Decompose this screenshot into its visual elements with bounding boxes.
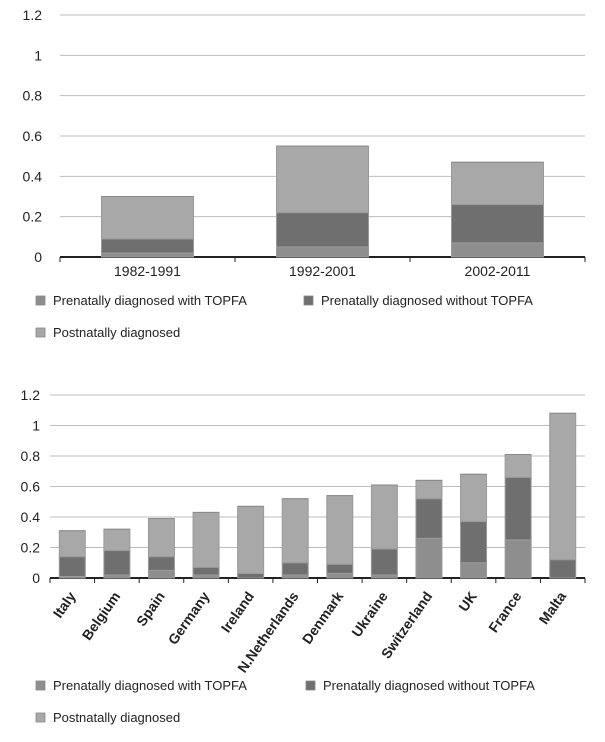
- y-tick-label: 0.6: [23, 128, 43, 144]
- x-tick-label: France: [485, 588, 525, 635]
- x-tick-label: Belgium: [79, 589, 124, 643]
- x-tick-label: UK: [455, 589, 480, 615]
- bar-prenatally-diagnosed-without-topfa-malta: [549, 559, 577, 579]
- y-tick-label: 0.8: [23, 88, 43, 104]
- y-tick-label: 1.2: [23, 7, 43, 23]
- bar-prenatally-diagnosed-without-topfa-n-netherlands: [281, 562, 309, 576]
- legend-swatch-prenatally-diagnosed-with-topfa: [35, 680, 46, 691]
- bar-prenatally-diagnosed-without-topfa-spain: [147, 556, 175, 571]
- bar-postnatally-diagnosed-denmark: [326, 495, 354, 565]
- bar-postnatally-diagnosed-1982-1991: [101, 196, 194, 240]
- bar-prenatally-diagnosed-without-topfa-1992-2001: [276, 212, 369, 248]
- bar-prenatally-diagnosed-with-topfa-spain: [147, 569, 175, 579]
- bar-prenatally-diagnosed-without-topfa-ireland: [237, 572, 265, 579]
- bar-postnatally-diagnosed-uk: [460, 473, 488, 523]
- legend-swatch-postnatally-diagnosed: [35, 712, 46, 723]
- bar-prenatally-diagnosed-with-topfa-1992-2001: [276, 246, 369, 258]
- bar-prenatally-diagnosed-without-topfa-germany: [192, 566, 220, 576]
- y-tick-label: 0.4: [21, 509, 41, 525]
- bar-prenatally-diagnosed-without-topfa-france: [504, 476, 532, 541]
- y-tick-label: 0.2: [21, 540, 41, 556]
- bar-postnatally-diagnosed-1992-2001: [276, 145, 369, 214]
- bar-postnatally-diagnosed-germany: [192, 511, 220, 568]
- bar-prenatally-diagnosed-with-topfa-france: [504, 539, 532, 579]
- bar-prenatally-diagnosed-without-topfa-belgium: [103, 550, 131, 576]
- x-tick-label: Ireland: [218, 589, 257, 636]
- legend-label-postnatally-diagnosed: Postnatally diagnosed: [53, 325, 180, 340]
- bar-postnatally-diagnosed-france: [504, 453, 532, 478]
- bar-prenatally-diagnosed-without-topfa-1982-1991: [101, 238, 194, 254]
- x-tick-label: Germany: [165, 588, 213, 647]
- bar-prenatally-diagnosed-without-topfa-ukraine: [370, 548, 398, 576]
- x-tick-label: Malta: [536, 588, 570, 627]
- chart-2: 0 0.2 0.4 0.6 0.8 1 1.2 Italy Belgium SpainGerman…: [21, 387, 586, 725]
- y-tick-label: 0.6: [21, 479, 41, 495]
- legend-label-prenatally-diagnosed-without-topfa: Prenatally diagnosed without TOPFA: [321, 293, 533, 308]
- x-tick-label: 1992-2001: [289, 263, 356, 279]
- y-tick-label: 0: [32, 570, 40, 586]
- x-tick-label: Spain: [133, 589, 168, 629]
- bar-prenatally-diagnosed-without-topfa-italy: [58, 556, 86, 577]
- bar-prenatally-diagnosed-with-topfa-2002-2011: [451, 242, 544, 258]
- bar-prenatally-diagnosed-with-topfa-switzerland: [415, 537, 443, 579]
- legend-label-prenatally-diagnosed-with-topfa: Prenatally diagnosed with TOPFA: [53, 678, 247, 693]
- y-tick-label: 0.2: [23, 209, 43, 225]
- x-tick-label: Italy: [50, 588, 79, 620]
- legend-swatch-prenatally-diagnosed-with-topfa: [35, 295, 46, 306]
- legend-swatch-prenatally-diagnosed-without-topfa: [305, 680, 316, 691]
- y-tick-label: 0.8: [21, 448, 41, 464]
- y-tick-label: 1: [34, 47, 42, 63]
- bar-postnatally-diagnosed-belgium: [103, 528, 131, 552]
- y-tick-label: 0.4: [23, 168, 43, 184]
- bar-prenatally-diagnosed-without-topfa-uk: [460, 521, 488, 564]
- x-tick-label: Ukraine: [348, 588, 391, 639]
- legend-label-prenatally-diagnosed-without-topfa: Prenatally diagnosed without TOPFA: [323, 678, 535, 693]
- x-tick-label: Denmark: [299, 588, 347, 646]
- y-tick-label: 0: [34, 249, 42, 265]
- bar-prenatally-diagnosed-with-topfa-denmark: [326, 572, 354, 579]
- bar-postnatally-diagnosed-ireland: [237, 505, 265, 574]
- bar-postnatally-diagnosed-n-netherlands: [281, 498, 309, 564]
- bar-postnatally-diagnosed-malta: [549, 412, 577, 561]
- bar-prenatally-diagnosed-without-topfa-switzerland: [415, 498, 443, 539]
- bar-postnatally-diagnosed-switzerland: [415, 479, 443, 500]
- bar-prenatally-diagnosed-with-topfa-1982-1991: [101, 252, 194, 258]
- bar-prenatally-diagnosed-with-topfa-uk: [460, 562, 488, 579]
- bar-postnatally-diagnosed-spain: [147, 518, 175, 558]
- chart-1: 0 0.2 0.4 0.6 0.8 1 1.2 1982-1991 1992-2001 2002-…: [23, 7, 586, 340]
- bar-prenatally-diagnosed-without-topfa-2002-2011: [451, 204, 544, 244]
- bar-postnatally-diagnosed-italy: [58, 530, 86, 558]
- legend-swatch-postnatally-diagnosed: [35, 327, 46, 338]
- legend-label-prenatally-diagnosed-with-topfa: Prenatally diagnosed with TOPFA: [53, 293, 247, 308]
- x-tick-label: 2002-2011: [465, 263, 531, 279]
- bar-prenatally-diagnosed-without-topfa-denmark: [326, 563, 354, 574]
- bar-postnatally-diagnosed-ukraine: [370, 484, 398, 550]
- legend-swatch-prenatally-diagnosed-without-topfa: [303, 295, 314, 306]
- legend-label-postnatally-diagnosed: Postnatally diagnosed: [53, 710, 180, 725]
- x-tick-label: 1982-1991: [114, 263, 181, 279]
- bar-postnatally-diagnosed-2002-2011: [451, 161, 544, 206]
- y-tick-label: 1.2: [21, 387, 41, 403]
- y-tick-label: 1: [32, 418, 40, 434]
